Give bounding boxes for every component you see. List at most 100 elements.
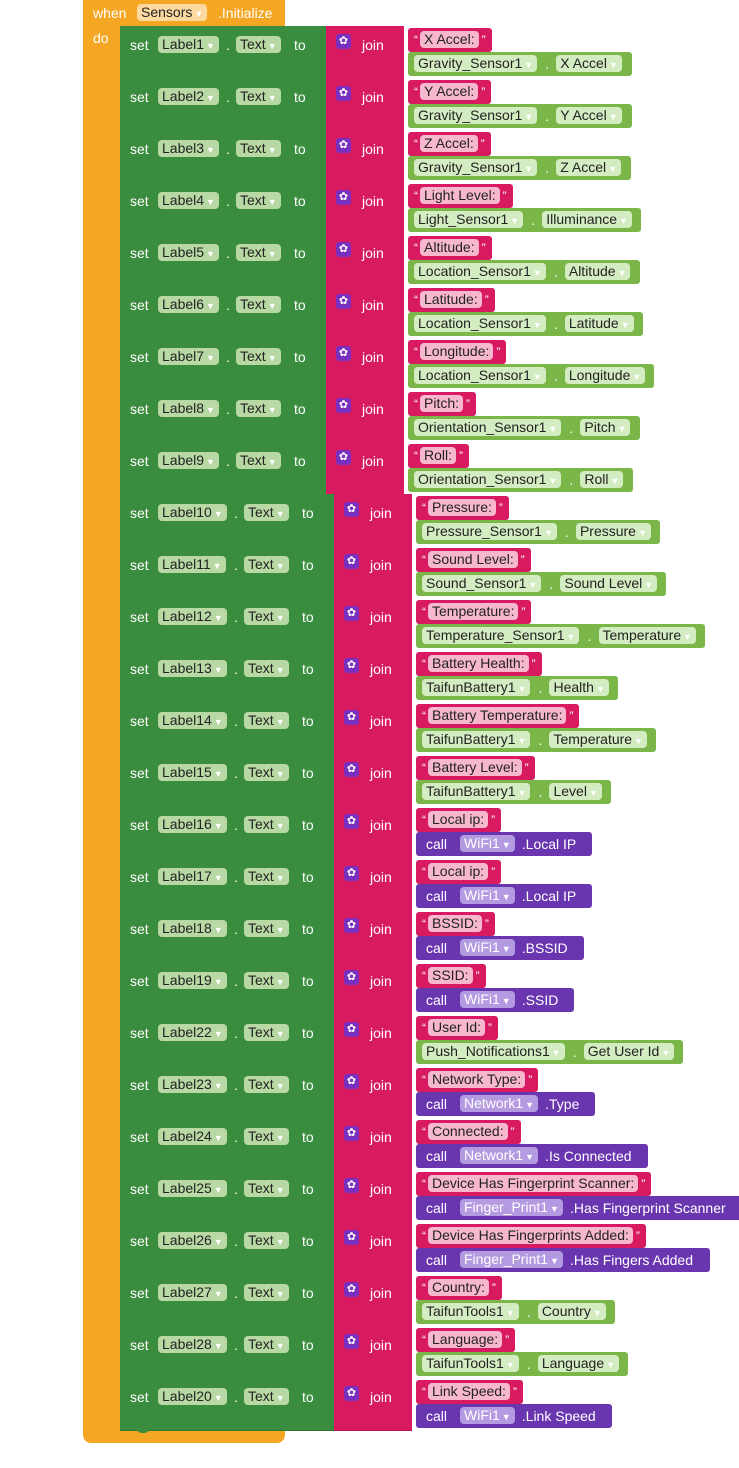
property-dropdown[interactable]: Text ▼ [236, 88, 281, 105]
method-call-block[interactable]: call WiFi1 ▼ .BSSID [416, 936, 584, 960]
join-block[interactable]: ✿ join [326, 234, 404, 287]
component-getter-block[interactable]: TaifunTools1 ▼ . Country ▼ [416, 1300, 615, 1324]
text-string-value[interactable]: Local ip: [428, 863, 489, 880]
method-call-block[interactable]: call WiFi1 ▼ .Local IP [416, 884, 593, 908]
text-string-value[interactable]: Pressure: [428, 499, 496, 516]
text-string-block[interactable]: “SSID:” [416, 964, 486, 988]
method-call-block[interactable]: call Network1 ▼ .Is Connected [416, 1144, 648, 1168]
set-property-block[interactable]: set Label28 ▼ . Text ▼ to [120, 1326, 334, 1379]
component-getter-block[interactable]: Location_Sensor1 ▼ . Longitude ▼ [408, 364, 655, 388]
set-property-block[interactable]: set Label18 ▼ . Text ▼ to [120, 910, 334, 963]
text-string-block[interactable]: “Link Speed:” [416, 1380, 523, 1404]
gear-icon[interactable]: ✿ [344, 658, 359, 673]
event-header[interactable]: when Sensors ▼ .Initialize [83, 0, 285, 26]
set-property-block[interactable]: set Label2 ▼ . Text ▼ to [120, 78, 326, 131]
set-statement-row[interactable]: set Label20 ▼ . Text ▼ to ✿ join “Link Spe… [0, 1378, 739, 1431]
gear-icon[interactable]: ✿ [344, 1282, 359, 1297]
set-statement-row[interactable]: set Label28 ▼ . Text ▼ to ✿ join “Language… [0, 1326, 739, 1379]
set-statement-row[interactable]: set Label5 ▼ . Text ▼ to ✿ join “Altitude:… [0, 234, 739, 287]
member-dropdown[interactable]: Pressure ▼ [575, 523, 651, 540]
property-dropdown[interactable]: Text ▼ [244, 712, 289, 729]
set-property-block[interactable]: set Label19 ▼ . Text ▼ to [120, 962, 334, 1015]
join-block[interactable]: ✿ join [334, 1170, 412, 1223]
property-dropdown[interactable]: Text ▼ [236, 36, 281, 53]
component-getter-block[interactable]: Sound_Sensor1 ▼ . Sound Level ▼ [416, 572, 667, 596]
component-dropdown[interactable]: TaifunTools1 ▼ [422, 1355, 519, 1372]
property-dropdown[interactable]: Text ▼ [244, 504, 289, 521]
component-dropdown[interactable]: Gravity_Sensor1 ▼ [414, 107, 538, 124]
component-dropdown[interactable]: TaifunBattery1 ▼ [422, 731, 531, 748]
join-block[interactable]: ✿ join [326, 78, 404, 131]
property-dropdown[interactable]: Text ▼ [244, 1024, 289, 1041]
set-statement-row[interactable]: set Label2 ▼ . Text ▼ to ✿ join “Y Accel:”… [0, 78, 739, 131]
text-string-block[interactable]: “Sound Level:” [416, 548, 531, 572]
join-block[interactable]: ✿ join [334, 754, 412, 807]
text-string-block[interactable]: “Battery Health:” [416, 652, 542, 676]
text-string-value[interactable]: Roll: [420, 447, 457, 464]
gear-icon[interactable]: ✿ [336, 242, 351, 257]
component-getter-block[interactable]: Pressure_Sensor1 ▼ . Pressure ▼ [416, 520, 660, 544]
text-string-value[interactable]: Network Type: [428, 1071, 526, 1088]
text-string-value[interactable]: Language: [428, 1331, 503, 1348]
set-statement-row[interactable]: set Label7 ▼ . Text ▼ to ✿ join “Longitude… [0, 338, 739, 391]
text-string-block[interactable]: “Network Type:” [416, 1068, 539, 1092]
text-string-block[interactable]: “Roll:” [408, 444, 470, 468]
set-statement-row[interactable]: set Label4 ▼ . Text ▼ to ✿ join “Light Lev… [0, 182, 739, 235]
set-statement-row[interactable]: set Label10 ▼ . Text ▼ to ✿ join “Pressure… [0, 494, 739, 547]
component-dropdown[interactable]: TaifunTools1 ▼ [422, 1303, 519, 1320]
label-component-dropdown[interactable]: Label4 ▼ [158, 192, 219, 209]
label-component-dropdown[interactable]: Label8 ▼ [158, 400, 219, 417]
text-string-value[interactable]: Local ip: [428, 811, 489, 828]
component-dropdown[interactable]: Sound_Sensor1 ▼ [422, 575, 542, 592]
set-statement-row[interactable]: set Label16 ▼ . Text ▼ to ✿ join “Local ip… [0, 806, 739, 859]
text-string-value[interactable]: Altitude: [420, 239, 479, 256]
join-block[interactable]: ✿ join [334, 1118, 412, 1171]
gear-icon[interactable]: ✿ [336, 138, 351, 153]
text-string-block[interactable]: “Pressure:” [416, 496, 509, 520]
label-component-dropdown[interactable]: Label27 ▼ [158, 1284, 227, 1301]
component-dropdown[interactable]: Light_Sensor1 ▼ [414, 211, 524, 228]
label-component-dropdown[interactable]: Label3 ▼ [158, 140, 219, 157]
component-dropdown[interactable]: WiFi1 ▼ [460, 887, 515, 904]
gear-icon[interactable]: ✿ [344, 1022, 359, 1037]
property-dropdown[interactable]: Text ▼ [236, 452, 281, 469]
set-property-block[interactable]: set Label5 ▼ . Text ▼ to [120, 234, 326, 287]
text-string-value[interactable]: Sound Level: [428, 551, 518, 568]
set-statement-row[interactable]: set Label26 ▼ . Text ▼ to ✿ join “Device H… [0, 1222, 739, 1275]
text-string-value[interactable]: Battery Health: [428, 655, 529, 672]
text-string-block[interactable]: “Z Accel:” [408, 132, 491, 156]
label-component-dropdown[interactable]: Label24 ▼ [158, 1128, 227, 1145]
label-component-dropdown[interactable]: Label18 ▼ [158, 920, 227, 937]
gear-icon[interactable]: ✿ [344, 762, 359, 777]
text-string-value[interactable]: Pitch: [420, 395, 464, 412]
gear-icon[interactable]: ✿ [336, 294, 351, 309]
set-property-block[interactable]: set Label17 ▼ . Text ▼ to [120, 858, 334, 911]
set-property-block[interactable]: set Label26 ▼ . Text ▼ to [120, 1222, 334, 1275]
text-string-block[interactable]: “Pitch:” [408, 392, 477, 416]
set-property-block[interactable]: set Label1 ▼ . Text ▼ to [120, 26, 326, 79]
set-property-block[interactable]: set Label8 ▼ . Text ▼ to [120, 390, 326, 443]
text-string-block[interactable]: “Country:” [416, 1276, 502, 1300]
set-statement-row[interactable]: set Label3 ▼ . Text ▼ to ✿ join “Z Accel:”… [0, 130, 739, 183]
member-dropdown[interactable]: Illuminance ▼ [542, 211, 633, 228]
gear-icon[interactable]: ✿ [344, 1386, 359, 1401]
set-property-block[interactable]: set Label9 ▼ . Text ▼ to [120, 442, 326, 495]
join-block[interactable]: ✿ join [334, 858, 412, 911]
property-dropdown[interactable]: Text ▼ [244, 920, 289, 937]
text-string-value[interactable]: Connected: [428, 1123, 508, 1140]
label-component-dropdown[interactable]: Label7 ▼ [158, 348, 219, 365]
property-dropdown[interactable]: Text ▼ [244, 1232, 289, 1249]
join-block[interactable]: ✿ join [326, 442, 404, 495]
component-dropdown[interactable]: WiFi1 ▼ [460, 1407, 515, 1424]
text-string-block[interactable]: “Light Level:” [408, 184, 513, 208]
component-getter-block[interactable]: TaifunBattery1 ▼ . Health ▼ [416, 676, 618, 700]
label-component-dropdown[interactable]: Label11 ▼ [158, 556, 226, 573]
join-block[interactable]: ✿ join [334, 650, 412, 703]
join-block[interactable]: ✿ join [326, 390, 404, 443]
component-dropdown[interactable]: Temperature_Sensor1 ▼ [422, 627, 580, 644]
property-dropdown[interactable]: Text ▼ [244, 1336, 289, 1353]
component-getter-block[interactable]: Gravity_Sensor1 ▼ . X Accel ▼ [408, 52, 632, 76]
gear-icon[interactable]: ✿ [336, 346, 351, 361]
set-statement-row[interactable]: set Label8 ▼ . Text ▼ to ✿ join “Pitch:” O… [0, 390, 739, 443]
text-string-value[interactable]: Longitude: [420, 343, 494, 360]
